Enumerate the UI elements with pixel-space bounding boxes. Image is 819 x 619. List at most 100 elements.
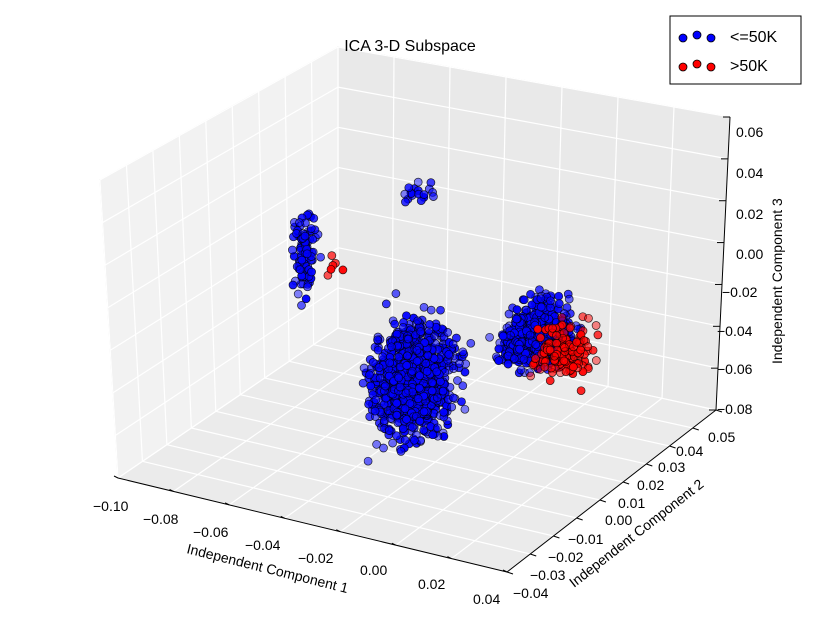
scatter-point [583,342,593,351]
left-gridline [258,91,266,379]
chart-title: ICA 3-D Subspace [344,38,476,55]
scatter-point [436,377,445,386]
scatter-point [436,305,445,315]
left-gridline [178,135,192,429]
z-axis-ticks: −0.08 −0.06 −0.04 −0.02 0.00 0.02 0.04 0… [717,124,763,417]
back-gridline [337,206,723,286]
scatter-point [394,373,404,383]
floor-gridline [264,377,647,465]
x-tick-label: 0.04 [473,591,500,607]
scatter-point [428,430,438,440]
y-tick-mark [622,481,630,485]
scatter-point [426,305,436,315]
z-tick-label: 0.02 [736,206,763,222]
scatter-point [419,302,429,312]
scatter-point [572,337,581,347]
scatter-point [415,416,425,426]
scatter-point [384,426,394,435]
y-tick-label: 0.04 [676,443,703,459]
scatter-point [392,431,401,441]
scatter-point [381,299,391,309]
y-tick-mark [576,517,583,521]
scatter-point [390,319,400,329]
back-gridline [445,66,451,352]
y-tick-label: −0.03 [530,567,566,583]
scatter-point [419,407,429,417]
scatter-point [366,381,376,391]
scatter-point [557,313,567,322]
y-axis-line [506,409,717,573]
scatter-point [327,251,337,260]
y-tick-mark [669,445,676,449]
scatter-point [494,356,504,366]
scatter-point [402,415,411,424]
scatter-point [381,381,390,391]
x-tick-label: −0.10 [93,498,129,514]
scatter-point [300,231,310,241]
z-tick-label: 0.04 [736,165,763,181]
scatter-point [453,376,462,385]
scatter-point [565,323,575,333]
scatter-point [293,289,303,299]
scatter-point [422,367,432,376]
scatter-point [396,447,406,456]
y-tick-label: 0.05 [708,429,735,445]
scatter-point [370,406,380,416]
x-tick-mark [502,569,508,573]
scatter-point [359,363,369,373]
y-tick-mark [715,409,723,413]
scatter-point [540,362,550,372]
x-tick-label: −0.02 [298,550,334,566]
scatter-point [449,393,458,403]
scatter-point [400,435,410,445]
back-gridline [337,166,725,244]
scatter-point [364,399,373,409]
x-tick-mark [224,502,230,506]
back-gridline [499,76,507,364]
y-tick-label: −0.01 [568,531,604,547]
y-tick-label: 0.02 [637,477,664,493]
scatter-point [444,350,454,359]
scatter-point [404,334,413,344]
scatter-point [527,300,537,310]
scatter-point [498,331,508,341]
y-tick-mark [506,571,514,575]
scatter-point [526,289,535,299]
scatter-point [363,456,373,466]
z-axis-label: Independent Component 3 [769,198,785,364]
x-tick-label: 0.02 [418,576,445,592]
x-axis-ticks: −0.10 −0.08 −0.06 −0.04 −0.02 0.00 0.02 … [93,498,500,607]
scatter-point [576,386,586,396]
scatter-point [519,295,529,305]
scatter-point [388,438,397,448]
scatter-point [394,352,404,362]
scatter-point [412,345,422,355]
left-gridline [205,120,217,412]
z-tick-label: −0.04 [717,323,753,339]
scatter-point [545,345,555,355]
scatter-point [550,351,559,361]
scatter-point [458,347,468,357]
scatter-point [392,410,401,420]
scatter-point [512,314,521,324]
scatter-point [295,265,305,275]
y-tick-mark [646,463,653,467]
legend-label-gt50k: >50K [730,58,768,75]
scatter-point [423,351,433,360]
scatter-point [525,368,535,378]
scatter-point [415,371,424,381]
scatter-point [576,345,586,355]
scatter-point [460,404,470,414]
x-tick-label: −0.06 [193,524,229,540]
scatter-point [415,383,424,393]
scatter-point [395,382,405,392]
scatter-point [358,378,368,388]
scatter-point [421,359,431,368]
y-axis-ticks: −0.04 −0.03 −0.02 −0.01 0.00 0.01 0.02 0… [513,429,735,601]
scatter-point [554,291,564,301]
scatter-point [447,402,457,412]
scatter-point [308,235,318,244]
series-gt50k-points [323,251,603,396]
scatter-point [512,305,522,314]
scatter-point [416,327,426,336]
